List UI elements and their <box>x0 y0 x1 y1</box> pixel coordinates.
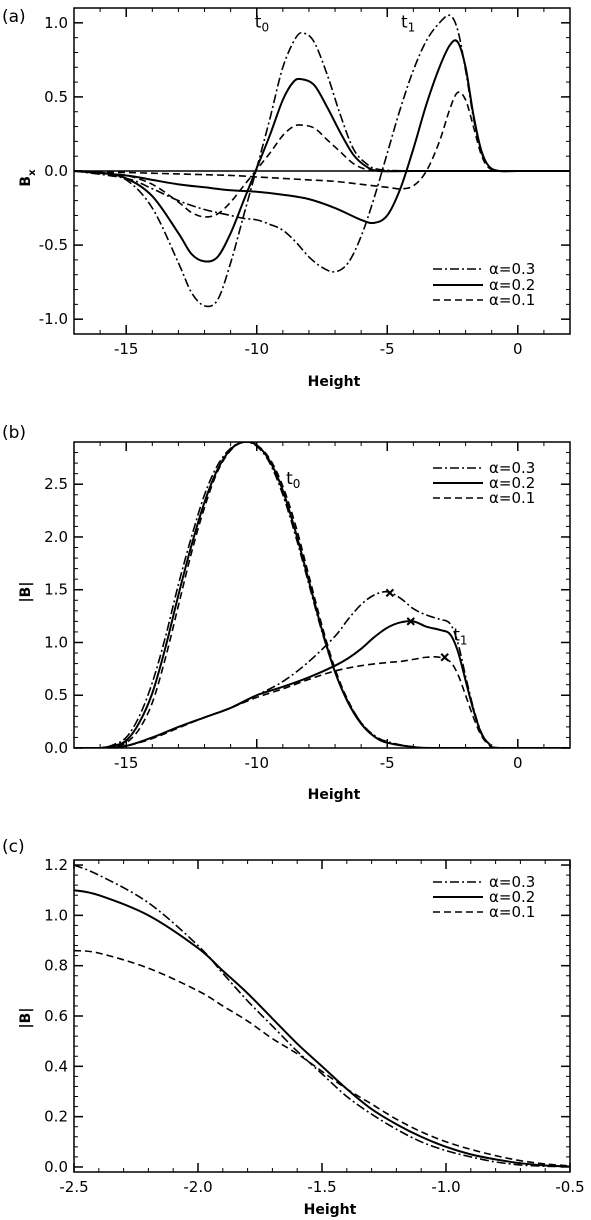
y-tick-label: 0.4 <box>44 1057 68 1075</box>
y-axis-title-sub: x <box>27 169 38 176</box>
series-line-alpha-0.2-curve-0 <box>74 77 570 263</box>
maximum-marker <box>385 588 395 598</box>
series-line-alpha-0.3-curve-0 <box>74 864 570 1168</box>
legend-label-alpha-0.1: α=0.1 <box>489 903 535 921</box>
y-tick-label: -1.0 <box>39 310 68 328</box>
series-line-alpha-0.1-curve-1 <box>74 656 570 748</box>
curve-annotation: t1 <box>453 625 467 647</box>
series-line-alpha-0.1-curve-0 <box>74 442 570 748</box>
y-tick-label: 0.5 <box>44 88 68 106</box>
x-tick-label: -10 <box>244 754 269 772</box>
y-axis-title-main: B <box>18 176 34 187</box>
series-line-alpha-0.3-curve-0 <box>74 31 570 308</box>
x-tick-label: -10 <box>244 340 269 358</box>
series-line-alpha-0.1-curve-1 <box>74 91 570 190</box>
annotation-main: t <box>286 469 293 489</box>
y-tick-label: 2.5 <box>44 475 68 493</box>
y-tick-label: 1.2 <box>44 856 68 874</box>
y-tick-label: 0.5 <box>44 686 68 704</box>
y-tick-label: 1.0 <box>44 633 68 651</box>
y-tick-label: 0.8 <box>44 957 68 975</box>
y-tick-label: 0.0 <box>44 739 68 757</box>
x-axis-title: Height <box>304 1202 357 1218</box>
y-tick-label: 0.0 <box>44 162 68 180</box>
plot-area: -15 -10 -5 0-1.0-0.50.00.51.0 t0 t1 <box>39 7 571 358</box>
series-group <box>74 442 570 748</box>
x-tick-label: -2.0 <box>183 1178 212 1196</box>
panel-c: (c) -2.5 -2.0 -1.5 -1.0 -0.5 0.0 0.2 0.4 0.6 0.8 1… <box>2 837 585 1218</box>
y-tick-label: 0.2 <box>44 1108 68 1126</box>
x-tick-label: -5 <box>380 340 395 358</box>
x-tick-label: -1.0 <box>431 1178 460 1196</box>
series-line-alpha-0.2-curve-1 <box>74 39 570 225</box>
series-group <box>74 14 570 308</box>
series-group <box>74 864 570 1168</box>
panel-label: (a) <box>2 7 26 27</box>
annotation-subscript: 0 <box>261 20 269 34</box>
legend: α=0.3 α=0.2 α=0.1 <box>433 873 535 921</box>
y-axis-title: |B| <box>18 1008 34 1029</box>
panel-label: (b) <box>2 423 26 443</box>
annotation-subscript: 0 <box>293 477 301 491</box>
legend-label-alpha-0.2: α=0.2 <box>489 888 535 906</box>
y-axis-title: Bx <box>18 169 38 187</box>
x-axis-title: Height <box>308 374 361 390</box>
x-axis-title: Height <box>308 787 361 803</box>
x-tick-label: -15 <box>114 340 139 358</box>
x-tick-label: -1.5 <box>307 1178 336 1196</box>
legend-label-alpha-0.1: α=0.1 <box>489 489 535 507</box>
legend-label-alpha-0.3: α=0.3 <box>489 459 535 477</box>
y-tick-label: 1.5 <box>44 581 68 599</box>
curve-annotation: t1 <box>401 12 415 34</box>
y-tick-label: 1.0 <box>44 14 68 32</box>
legend-label-alpha-0.2: α=0.2 <box>489 276 535 294</box>
annotation-subscript: 1 <box>460 633 468 647</box>
legend-label-alpha-0.2: α=0.2 <box>489 474 535 492</box>
y-tick-label: -0.5 <box>39 236 68 254</box>
curve-annotation: t0 <box>286 469 300 491</box>
maximum-marker <box>440 653 449 662</box>
x-tick-label: -2.5 <box>59 1178 88 1196</box>
x-tick-label: 0 <box>513 340 523 358</box>
annotation-subscript: 1 <box>408 20 416 34</box>
annotation-main: t <box>401 12 408 32</box>
plot-area: -2.5 -2.0 -1.5 -1.0 -0.5 0.0 0.2 0.4 0.6 0.8 1.0 1.… <box>44 856 585 1196</box>
y-tick-label: 0.0 <box>44 1158 68 1176</box>
x-tick-label: -0.5 <box>555 1178 584 1196</box>
panel-label: (c) <box>2 837 25 857</box>
x-tick-label: -5 <box>380 754 395 772</box>
y-tick-label: 2.0 <box>44 528 68 546</box>
x-tick-label: 0 <box>513 754 523 772</box>
panel-a: (a) -15 -10 -5 0-1.0-0.50.00.51.0 t0 t1 Heigh… <box>2 7 571 390</box>
legend-label-alpha-0.1: α=0.1 <box>489 291 535 309</box>
x-tick-label: -15 <box>114 754 139 772</box>
curve-annotation: t0 <box>255 12 269 34</box>
axes-frame <box>73 441 571 749</box>
annotation-main: t <box>453 625 460 645</box>
series-line-alpha-0.1-curve-0 <box>74 949 570 1167</box>
maximum-marker <box>406 617 415 626</box>
y-tick-label: 0.6 <box>44 1007 68 1025</box>
y-axis-title: |B| <box>18 582 34 603</box>
y-tick-label: 1.0 <box>44 906 68 924</box>
legend-label-alpha-0.3: α=0.3 <box>489 873 535 891</box>
annotation-main: t <box>255 12 262 32</box>
legend-label-alpha-0.3: α=0.3 <box>489 260 535 278</box>
legend: α=0.3 α=0.2 α=0.1 <box>433 459 535 507</box>
legend: α=0.3 α=0.2 α=0.1 <box>433 260 535 309</box>
